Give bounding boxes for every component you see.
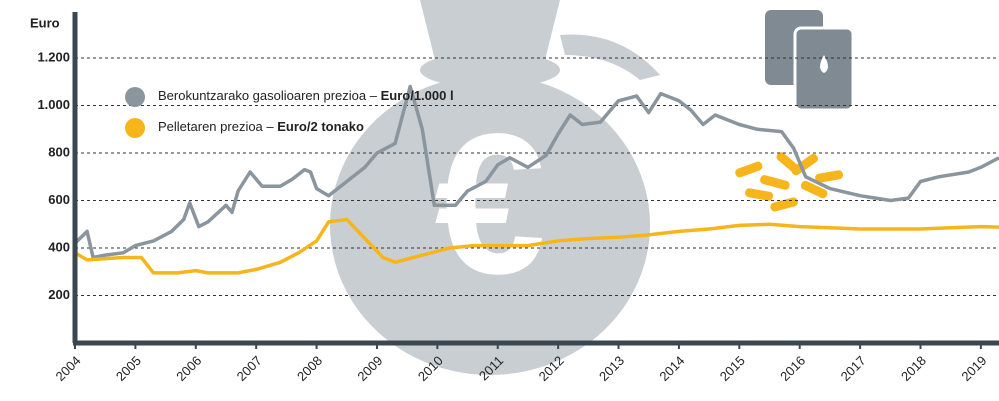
legend-unit: Euro/2 tonako: [277, 119, 364, 134]
y-tick-label: 1.200: [37, 49, 70, 64]
x-tick-label: 2008: [294, 353, 325, 384]
legend-marker: [125, 87, 145, 107]
x-tick-label: 2006: [173, 353, 204, 384]
x-tick-label: 2005: [113, 353, 144, 384]
data-line: [73, 84, 999, 260]
x-tick-label: 2019: [958, 353, 989, 384]
y-tick-label: 800: [48, 144, 70, 159]
x-tick-label: 2004: [52, 353, 83, 384]
legend-label: Pelletaren prezioa – Euro/2 tonako: [158, 119, 364, 134]
x-tick-label: 2014: [656, 353, 687, 384]
legend-name: Berokuntzarako gasolioaren prezioa –: [158, 88, 381, 103]
x-tick-label: 2017: [838, 353, 869, 384]
x-tick-label: 2016: [777, 353, 808, 384]
x-tick-label: 2013: [596, 353, 627, 384]
legend-unit: Euro/1.000 l: [381, 88, 454, 103]
x-tick-label: 2018: [898, 353, 929, 384]
x-tick-label: 2009: [354, 353, 385, 384]
pellets-icon: [735, 152, 844, 212]
data-line: [74, 217, 999, 275]
y-tick-label: 1.000: [37, 97, 70, 112]
money-bag-illustration: €: [330, 0, 660, 375]
x-tick-label: 2007: [234, 353, 265, 384]
legend-label: Berokuntzarako gasolioaren prezioa – Eur…: [158, 88, 454, 103]
y-tick-label: 400: [48, 239, 70, 254]
legend-marker: [125, 118, 145, 138]
y-axis-label: Euro: [30, 15, 60, 30]
x-tick-label: 2015: [717, 353, 748, 384]
y-tick-label: 600: [48, 192, 70, 207]
legend-name: Pelletaren prezioa –: [158, 119, 277, 134]
y-tick-label: 200: [48, 287, 70, 302]
oil-barrels-icon: [765, 10, 855, 112]
